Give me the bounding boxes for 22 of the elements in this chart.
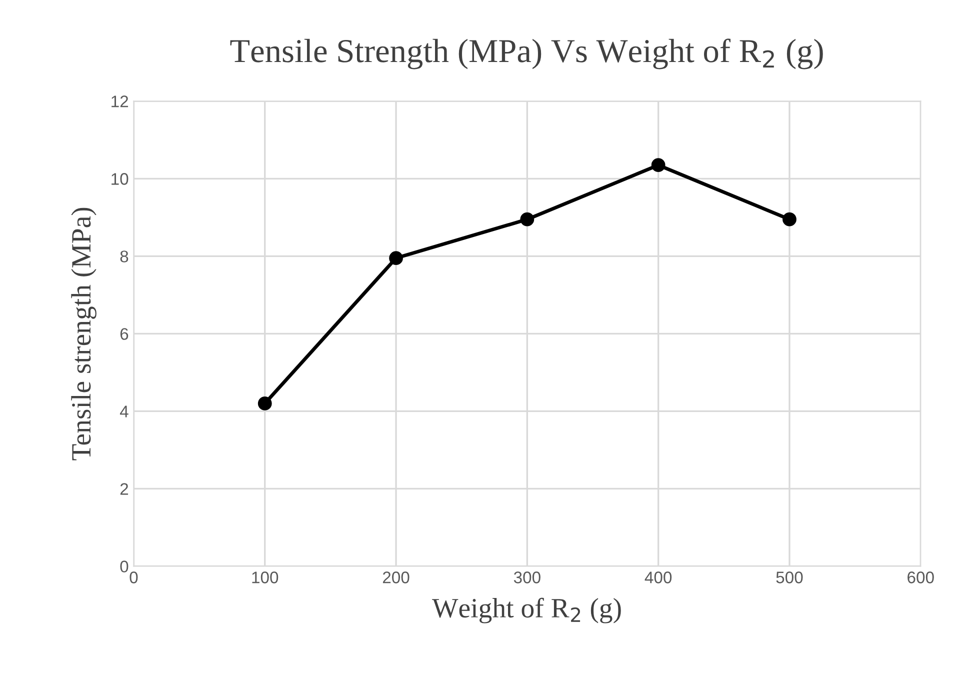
y-tick-label: 2 <box>120 483 128 495</box>
y-tick-label: 10 <box>112 173 128 185</box>
x-tick-label: 200 <box>382 572 410 584</box>
y-tick-label: 8 <box>120 250 128 262</box>
x-tick-label: 100 <box>252 572 278 584</box>
point <box>389 251 403 266</box>
x-tick-label: 500 <box>776 572 803 584</box>
point <box>258 396 272 410</box>
x-tick-label: 400 <box>644 572 672 584</box>
y-tick-label: 0 <box>120 560 128 572</box>
y-tick-label: 4 <box>120 406 128 418</box>
y-tick-label: 6 <box>120 328 128 340</box>
point <box>782 212 796 226</box>
x-axis-title: Weight of R$_{2}$ (g) <box>432 598 621 624</box>
y-tick-label: 12 <box>112 96 128 108</box>
y-axis-title: Tensile strength (MPa) <box>71 208 96 460</box>
point <box>651 158 666 172</box>
x-tick-label: 0 <box>130 572 138 584</box>
x-tick-label: 600 <box>908 572 934 584</box>
point <box>520 212 534 226</box>
x-tick-label: 300 <box>514 572 540 584</box>
chart-title: Tensile Strength (MPa) Vs Weight of R$_{2}$ (g) <box>230 38 823 70</box>
